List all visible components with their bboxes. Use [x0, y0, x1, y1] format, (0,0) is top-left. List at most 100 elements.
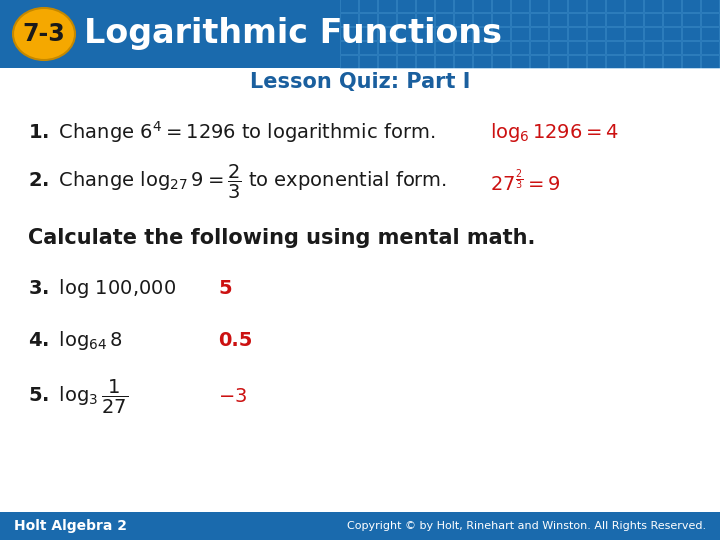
Text: $\log_6 1296 = 4$: $\log_6 1296 = 4$ [490, 120, 618, 144]
Bar [587, 27, 605, 40]
Bar [530, 13, 548, 26]
Bar [454, 27, 472, 40]
Bar [644, 27, 662, 40]
Bar [663, 13, 681, 26]
Bar [701, 27, 719, 40]
Bar [568, 13, 586, 26]
Bar [397, 55, 415, 68]
Bar [378, 27, 396, 40]
Text: Holt Algebra 2: Holt Algebra 2 [14, 519, 127, 533]
Bar [0, 512, 720, 540]
Bar [663, 55, 681, 68]
Bar [701, 55, 719, 68]
Bar [416, 0, 434, 12]
Bar [378, 13, 396, 26]
Bar [549, 0, 567, 12]
Bar [530, 27, 548, 40]
Bar [0, 0, 720, 68]
Bar [606, 55, 624, 68]
Bar [359, 41, 377, 54]
Bar [606, 27, 624, 40]
Bar [549, 27, 567, 40]
Bar [435, 13, 453, 26]
Bar [644, 13, 662, 26]
Bar [359, 55, 377, 68]
Bar [530, 41, 548, 54]
Bar [568, 0, 586, 12]
Bar [682, 0, 700, 12]
Bar [663, 27, 681, 40]
Bar [511, 13, 529, 26]
Bar [340, 0, 358, 12]
Text: Logarithmic Functions: Logarithmic Functions [84, 17, 502, 51]
Bar [644, 0, 662, 12]
Bar [644, 55, 662, 68]
Bar [359, 13, 377, 26]
Bar [378, 41, 396, 54]
Bar [359, 27, 377, 40]
Bar [625, 27, 643, 40]
Bar [435, 0, 453, 12]
Bar [435, 55, 453, 68]
Bar [454, 41, 472, 54]
Bar [435, 27, 453, 40]
Bar [397, 0, 415, 12]
Bar [340, 27, 358, 40]
Bar [454, 13, 472, 26]
Bar [549, 41, 567, 54]
Bar [625, 55, 643, 68]
Bar [340, 55, 358, 68]
Bar [682, 41, 700, 54]
Bar [606, 41, 624, 54]
Bar [644, 41, 662, 54]
Bar [492, 0, 510, 12]
Bar [568, 55, 586, 68]
Bar [682, 55, 700, 68]
Text: $\mathbf{2.}$ Change $\log_{27}9 = \dfrac{2}{3}$ to exponential form.: $\mathbf{2.}$ Change $\log_{27}9 = \dfra… [28, 163, 447, 201]
Bar [511, 0, 529, 12]
Ellipse shape [13, 8, 75, 60]
Bar [397, 27, 415, 40]
Bar [378, 0, 396, 12]
Bar [663, 41, 681, 54]
Bar [492, 55, 510, 68]
Bar [340, 13, 358, 26]
Bar [492, 41, 510, 54]
Bar [340, 41, 358, 54]
Bar [378, 55, 396, 68]
Bar [625, 0, 643, 12]
Bar [701, 13, 719, 26]
Text: $\mathbf{1.}$ Change $6^4 = 1296$ to logarithmic form.: $\mathbf{1.}$ Change $6^4 = 1296$ to log… [28, 119, 435, 145]
Bar [625, 41, 643, 54]
Bar [568, 41, 586, 54]
Bar [587, 55, 605, 68]
Bar [511, 41, 529, 54]
Bar [682, 27, 700, 40]
Bar [435, 41, 453, 54]
Bar [701, 41, 719, 54]
Bar [606, 13, 624, 26]
Bar [587, 13, 605, 26]
Bar [606, 0, 624, 12]
Bar [549, 55, 567, 68]
Bar [473, 0, 491, 12]
Bar [473, 27, 491, 40]
Bar [587, 41, 605, 54]
Bar [473, 13, 491, 26]
Text: $\mathbf{3.}$ log 100,000: $\mathbf{3.}$ log 100,000 [28, 276, 176, 300]
Bar [454, 0, 472, 12]
Bar [549, 13, 567, 26]
Bar [416, 55, 434, 68]
Bar [682, 13, 700, 26]
Text: 5: 5 [218, 279, 232, 298]
Bar [359, 0, 377, 12]
Bar [625, 13, 643, 26]
Text: Copyright © by Holt, Rinehart and Winston. All Rights Reserved.: Copyright © by Holt, Rinehart and Winsto… [347, 521, 706, 531]
Text: $\mathbf{4.}$ $\log_{64}8$: $\mathbf{4.}$ $\log_{64}8$ [28, 328, 123, 352]
Bar [663, 0, 681, 12]
Bar [492, 13, 510, 26]
Bar [397, 41, 415, 54]
Text: Lesson Quiz: Part I: Lesson Quiz: Part I [250, 72, 470, 92]
Bar [511, 55, 529, 68]
Bar [511, 27, 529, 40]
